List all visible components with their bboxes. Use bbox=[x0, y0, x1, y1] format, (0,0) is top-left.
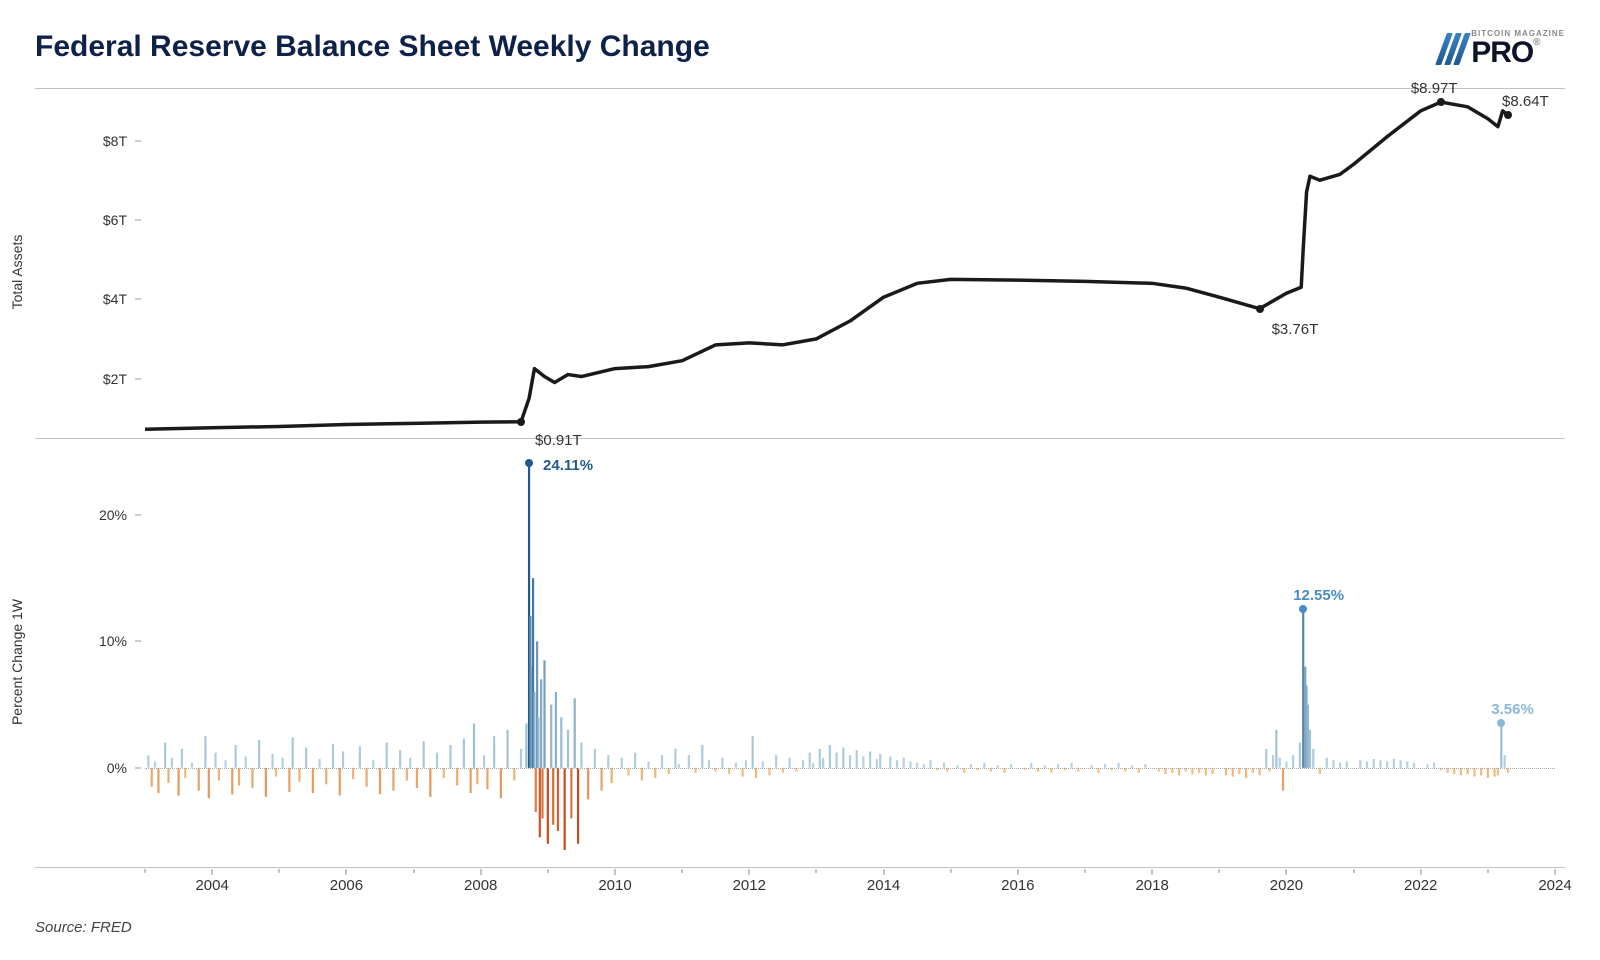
data-point-marker bbox=[1299, 605, 1307, 613]
x-tick-label: 2016 bbox=[1001, 877, 1034, 894]
logo-stripes-icon bbox=[1441, 33, 1465, 65]
brand-logo: BITCOIN MAGAZINE PRO® bbox=[1441, 30, 1565, 68]
y-axis-label-bottom: Percent Change 1W bbox=[9, 599, 25, 725]
total-assets-panel: Total Assets $2T$4T$6T$8T $0.91T$3.76T$8… bbox=[35, 89, 1565, 439]
x-tick-label: 2024 bbox=[1538, 877, 1571, 894]
y-tick-label: 0% bbox=[107, 760, 127, 776]
data-point-marker bbox=[1256, 305, 1264, 313]
x-tick-label: 2022 bbox=[1404, 877, 1437, 894]
y-axis-label-top: Total Assets bbox=[9, 234, 25, 309]
y-tick-label: 10% bbox=[99, 633, 127, 649]
logo-main: PRO® bbox=[1471, 38, 1565, 68]
y-tick-label: 20% bbox=[99, 507, 127, 523]
x-tick-label: 2014 bbox=[867, 877, 900, 894]
y-tick-label: $6T bbox=[103, 212, 127, 228]
x-tick-label: 2012 bbox=[733, 877, 766, 894]
source-citation: Source: FRED bbox=[35, 919, 132, 936]
y-tick-label: $2T bbox=[103, 371, 127, 387]
data-point-marker bbox=[1504, 111, 1512, 119]
data-point-label: 12.55% bbox=[1293, 587, 1344, 604]
zero-line bbox=[145, 768, 1555, 769]
y-tick-label: $8T bbox=[103, 133, 127, 149]
data-point-marker bbox=[1497, 719, 1505, 727]
percent-change-panel: Percent Change 1W 0%10%20% 24.11%12.55%3… bbox=[35, 439, 1565, 869]
x-tick-label: 2020 bbox=[1270, 877, 1303, 894]
x-tick-label: 2010 bbox=[598, 877, 631, 894]
x-tick-label: 2018 bbox=[1135, 877, 1168, 894]
data-point-label: 24.11% bbox=[543, 457, 593, 474]
x-axis: 2004 2006 2008 2010 2012 2014 2016 2018 2020 2022… bbox=[145, 869, 1555, 899]
data-point-marker bbox=[517, 418, 525, 426]
data-point-label: $8.64T bbox=[1502, 93, 1549, 110]
data-point-label: $3.76T bbox=[1272, 321, 1319, 338]
y-tick-label: $4T bbox=[103, 291, 127, 307]
data-point-marker bbox=[525, 459, 533, 467]
data-point-label: 3.56% bbox=[1491, 701, 1534, 718]
chart-container: Total Assets $2T$4T$6T$8T $0.91T$3.76T$8… bbox=[35, 88, 1565, 868]
x-tick-label: 2008 bbox=[464, 877, 497, 894]
x-tick-label: 2006 bbox=[330, 877, 363, 894]
chart-title: Federal Reserve Balance Sheet Weekly Cha… bbox=[35, 30, 710, 64]
data-point-label: $8.97T bbox=[1411, 80, 1458, 97]
x-tick-label: 2004 bbox=[195, 877, 228, 894]
data-point-marker bbox=[1437, 98, 1445, 106]
